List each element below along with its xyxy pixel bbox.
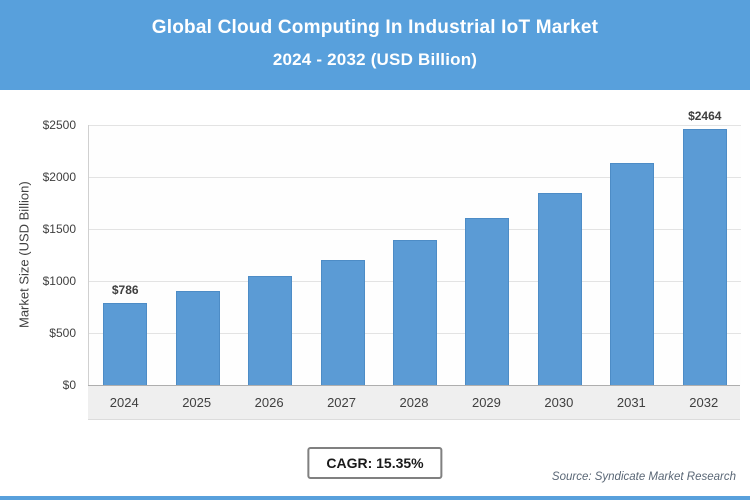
chart-title-line2: 2024 - 2032 (USD Billion)	[272, 50, 478, 69]
x-axis-labels: 2024 2025 2026 2027 2028 2029 2030 2031 2032	[88, 385, 740, 420]
y-tick-label: $0	[62, 378, 76, 392]
bottom-accent-bar	[0, 496, 750, 500]
x-axis-label: 2030	[544, 395, 574, 410]
bar-2026	[248, 276, 293, 385]
y-axis-ticks: $0 $500 $1000 $1500 $2000 $2500	[26, 118, 82, 392]
gridline	[89, 177, 741, 178]
bar-2032	[682, 128, 727, 385]
y-tick-label: $2500	[42, 118, 76, 132]
bar-slot: $2464	[669, 109, 741, 385]
bar-slot	[451, 125, 523, 385]
bar-2028	[392, 240, 437, 385]
source-text: Source: Syndicate Market Research	[551, 471, 736, 483]
bar-slot	[161, 125, 233, 385]
bar-2025	[175, 290, 220, 385]
chart-header: Global Cloud Computing In Industrial IoT…	[0, 0, 750, 90]
bar-2027	[320, 259, 365, 385]
x-axis-label: 2025	[182, 395, 212, 410]
bar-2031	[610, 162, 655, 385]
bar-value-label: $2464	[688, 108, 722, 123]
chart-title-line1: Global Cloud Computing In Industrial IoT…	[151, 17, 599, 38]
bar-slot	[379, 125, 451, 385]
bar-2029	[465, 218, 510, 385]
x-axis-label: 2031	[616, 395, 646, 410]
bar-value-label: $786	[111, 283, 139, 298]
gridline	[89, 125, 741, 126]
bar-slot: $786	[89, 125, 161, 385]
bar-2024	[103, 303, 148, 385]
x-axis-label: 2032	[689, 395, 719, 410]
cagr-badge: CAGR: 15.35%	[307, 447, 443, 479]
plot-area: $786 $2464	[88, 109, 741, 385]
bar-slot	[524, 125, 596, 385]
y-tick-label: $1500	[42, 222, 76, 236]
bar-slot	[234, 125, 306, 385]
x-axis-label: 2027	[327, 395, 356, 410]
x-axis-label: 2029	[471, 395, 501, 410]
x-axis-label: 2028	[399, 395, 429, 410]
y-tick-label: $500	[49, 326, 76, 340]
gridline	[89, 229, 741, 230]
x-axis-label: 2024	[109, 395, 139, 410]
bar-2030	[537, 192, 582, 385]
y-tick-label: $2000	[42, 170, 76, 184]
x-axis-label: 2026	[254, 395, 284, 410]
bar-slot	[596, 125, 668, 385]
bar-slot	[306, 125, 378, 385]
y-tick-label: $1000	[42, 274, 76, 288]
